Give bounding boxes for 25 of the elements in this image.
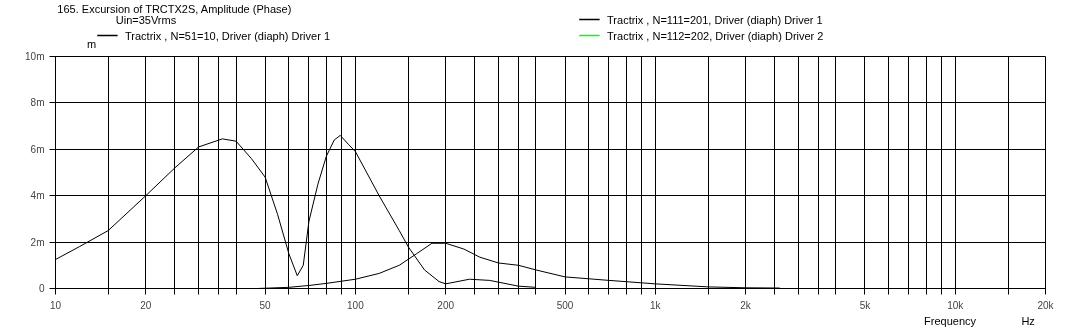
x-axis-title: Frequency [924,314,977,327]
legend-label: Tractrix , N=111=201, Driver (diaph) Driver 1 [607,13,823,26]
x-tick-label: 20 [140,299,152,311]
y-tick-label: 2m [30,236,45,248]
x-tick-label: 1k [650,299,662,311]
x-tick-label: 20k [1037,299,1055,311]
y-tick-label: 6m [30,143,45,155]
legend-label: Tractrix , N=112=202, Driver (diaph) Driver 2 [607,29,824,42]
legend-label: Tractrix , N=51=10, Driver (diaph) Driver 1 [125,29,331,42]
x-tick-label: 2k [740,299,752,311]
legend-title: Uin=35Vrms [115,13,177,26]
text: Hz [1021,314,1035,327]
y-tick-label: 8m [30,97,45,109]
x-tick-label: 50 [259,299,272,311]
y-tick-label: 10m [25,51,45,62]
x-tick-label: 5k [859,299,872,311]
y-tick-label: 0 [38,283,45,294]
x-tick-label: 200 [437,299,455,311]
x-tick-label: 10k [947,299,965,311]
x-tick-label: 100 [347,299,365,311]
chart-title: 165. Excursion of TRCTX2S, Amplitude (Phase) [57,2,292,15]
y-tick-label: 4m [30,190,45,202]
x-tick-label: 10 [49,299,62,311]
y-axis-title: m [87,37,97,50]
x-tick-label: 500 [556,299,574,311]
